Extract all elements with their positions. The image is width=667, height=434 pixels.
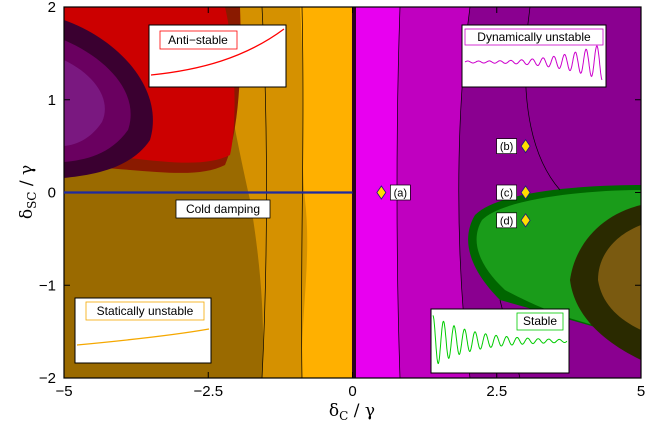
point-label-box (390, 184, 411, 201)
inset-anti-stable-curve (150, 28, 285, 76)
inset-statically-unstable-curve (76, 328, 210, 346)
point-label-box (496, 212, 517, 229)
x-tick-label: −5 (55, 383, 72, 400)
region-zero-band (352, 7, 356, 378)
inset-stable-curve (432, 315, 568, 365)
region-right-brown-inner (598, 225, 641, 330)
y-tick-label: −1 (39, 277, 56, 294)
inset-dynamically-unstable-label: Dynamically unstable (477, 30, 591, 44)
point-marker (520, 185, 531, 200)
point-marker (520, 213, 531, 228)
y-axis-ticks: −2 −1 0 1 2 (39, 0, 641, 387)
x-tick-label: −2.5 (193, 383, 223, 400)
point-marker (376, 185, 387, 200)
contour-line-2 (301, 7, 304, 378)
point-label: (d) (500, 215, 513, 227)
region-left-purple-inner (64, 60, 105, 146)
y-axis-title: δSC / γ (17, 165, 39, 219)
point-label: (b) (500, 141, 513, 153)
y-tick-label: 2 (48, 0, 56, 16)
point-label-box (496, 184, 517, 201)
inset-statically-unstable-label: Statically unstable (97, 304, 194, 318)
inset-anti-stable: Anti−stable (148, 24, 287, 88)
point-marker (520, 138, 531, 154)
y-tick-label: −2 (39, 370, 56, 387)
x-axis-ticks: −5 −2.5 0 2.5 5 (55, 7, 645, 400)
x-tick-label: 0 (348, 383, 356, 400)
inset-dynamically-unstable-curve (464, 45, 603, 81)
inset-anti-stable-label: Anti−stable (168, 33, 228, 47)
cold-damping-label-box: Cold damping (175, 199, 271, 219)
y-tick-label: 0 (48, 185, 56, 202)
y-tick-label: 1 (48, 92, 56, 109)
inset-stable: Stable (430, 308, 570, 374)
cold-damping-label: Cold damping (186, 202, 260, 216)
inset-statically-unstable: Statically unstable (74, 297, 212, 364)
point-label-box (496, 138, 517, 154)
point-label: (c) (500, 188, 513, 200)
inset-stable-label: Stable (523, 314, 557, 328)
point-label: (a) (394, 188, 407, 200)
x-tick-label: 2.5 (486, 383, 507, 400)
x-tick-label: 5 (637, 383, 645, 400)
x-axis-title: δC / γ (329, 401, 375, 423)
inset-dynamically-unstable: Dynamically unstable (461, 24, 607, 88)
marked-points: (a) (b) (c) (d) (376, 138, 531, 229)
